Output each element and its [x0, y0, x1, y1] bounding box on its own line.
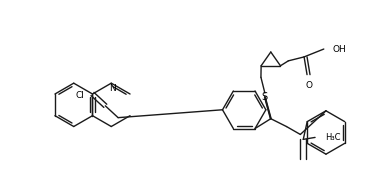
Text: O: O — [305, 81, 313, 90]
Text: OH: OH — [333, 45, 346, 53]
Text: Cl: Cl — [76, 91, 85, 101]
Text: N: N — [109, 84, 116, 93]
Text: H₃C: H₃C — [325, 133, 340, 142]
Text: S: S — [262, 92, 268, 102]
